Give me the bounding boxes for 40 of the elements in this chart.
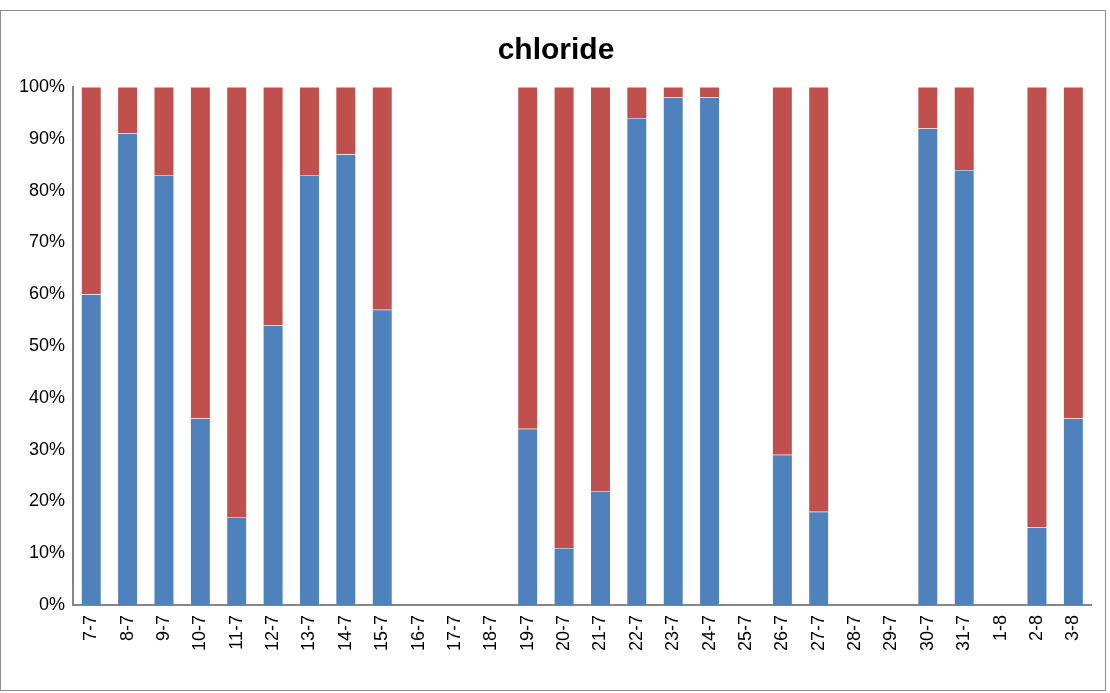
x-tick-label: 26-7 — [771, 614, 792, 651]
x-tick-label: 10-7 — [189, 614, 210, 651]
x-tick-label: 13-7 — [298, 614, 319, 651]
x-tick-label: 21-7 — [589, 614, 610, 651]
x-tick-label: 7-7 — [80, 614, 101, 641]
y-tick-label: 10% — [29, 542, 66, 563]
x-tick-label: 17-7 — [443, 614, 464, 651]
x-tick-label: 24-7 — [698, 614, 719, 651]
x-tick-label: 28-7 — [844, 614, 865, 651]
x-tick-label: 15-7 — [371, 614, 392, 651]
x-tick-label: 22-7 — [625, 614, 646, 651]
x-tick-label: 12-7 — [262, 614, 283, 651]
x-tick-label: 2-8 — [1025, 614, 1046, 641]
y-tick-label: 40% — [29, 386, 66, 407]
y-tick-label: 90% — [29, 127, 66, 148]
y-tick-label: 0% — [39, 593, 66, 614]
y-tick-label: 100% — [18, 75, 66, 96]
x-tick-label: 8-7 — [116, 614, 137, 641]
x-tick-label: 11-7 — [225, 614, 246, 650]
x-tick-label: 27-7 — [807, 614, 828, 651]
y-tick-label: 70% — [29, 231, 66, 252]
x-tick-label: 16-7 — [407, 614, 428, 651]
x-tick-label: 1-8 — [989, 614, 1010, 641]
y-tick-label: 60% — [29, 283, 66, 304]
x-tick-label: 18-7 — [480, 614, 501, 651]
x-tick-label: 31-7 — [953, 614, 974, 651]
x-tick-label: 20-7 — [553, 614, 574, 651]
x-tick-label: 23-7 — [662, 614, 683, 651]
y-tick-label: 50% — [29, 334, 66, 355]
y-tick-label: 20% — [29, 490, 66, 511]
x-tick-label: 30-7 — [916, 614, 937, 651]
x-tick-label: 29-7 — [880, 614, 901, 651]
x-tick-label: 3-8 — [1062, 614, 1083, 641]
x-tick-label: 25-7 — [734, 614, 755, 651]
chart-title: chloride — [497, 32, 615, 66]
y-tick-label: 30% — [29, 438, 66, 459]
x-tick-label: 14-7 — [334, 614, 355, 651]
y-tick-label: 80% — [29, 179, 66, 200]
x-tick-label: 9-7 — [152, 614, 173, 641]
x-tick-label: 19-7 — [516, 614, 537, 651]
